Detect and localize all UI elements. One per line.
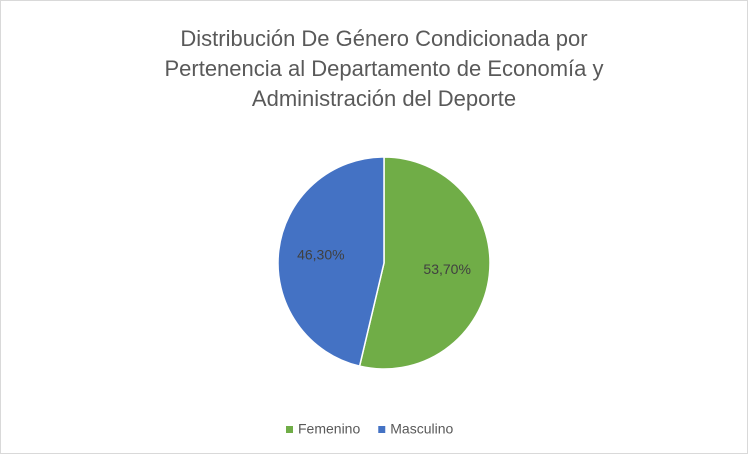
legend-label: Masculino bbox=[390, 421, 453, 437]
legend-marker bbox=[286, 426, 293, 433]
data-label: 53,70% bbox=[423, 261, 470, 277]
chart-title: Administración del Deporte bbox=[252, 86, 516, 111]
pie-slice bbox=[358, 156, 491, 370]
pie-slice bbox=[277, 156, 385, 368]
data-label: 46,30% bbox=[297, 246, 344, 262]
legend-label: Femenino bbox=[298, 421, 360, 437]
chart-title: Distribución De Género Condicionada por bbox=[180, 26, 587, 51]
legend-marker bbox=[378, 426, 386, 433]
chart-title: Pertenencia al Departamento de Economía … bbox=[164, 56, 603, 81]
